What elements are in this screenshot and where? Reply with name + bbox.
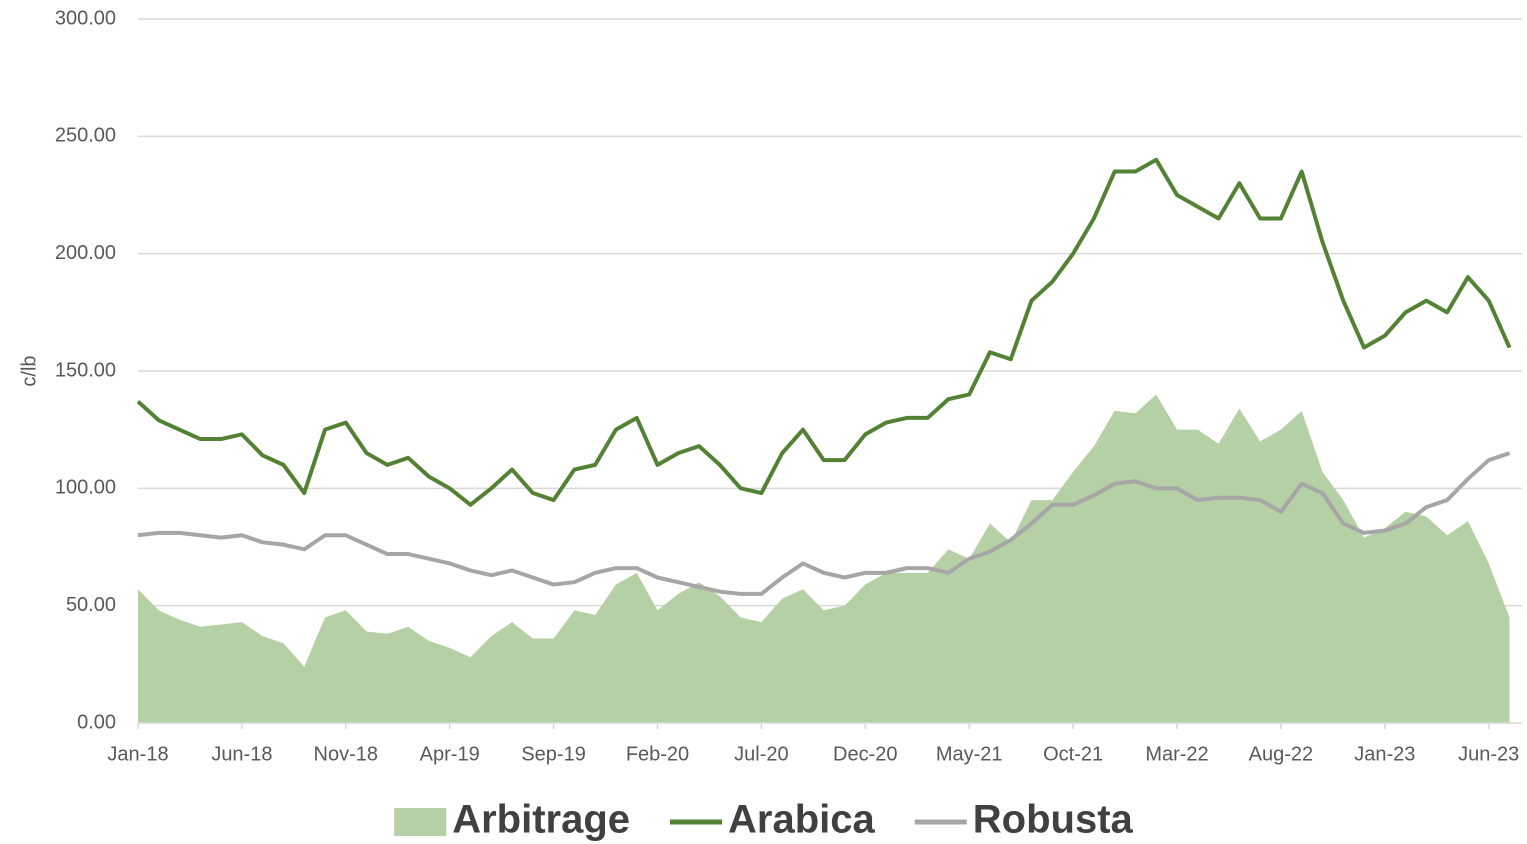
legend-label: Robusta [973, 798, 1134, 842]
x-tick-label: Jun-23 [1458, 743, 1519, 765]
y-tick-label: 300.00 [55, 7, 116, 29]
x-tick-label: Jun-18 [211, 743, 272, 765]
y-tick-label: 250.00 [55, 125, 116, 147]
area [138, 394, 1510, 723]
legend-label: Arabica [728, 798, 875, 842]
x-tick-label: Mar-22 [1145, 743, 1208, 765]
y-tick-label: 0.00 [77, 711, 116, 733]
line [136, 157, 1512, 507]
x-tick-label: Dec-20 [833, 743, 897, 765]
legend-label: Arbitrage [452, 798, 630, 842]
x-tick-label: Jan-18 [107, 743, 168, 765]
y-tick-label: 150.00 [55, 359, 116, 381]
x-tick-label: Sep-19 [521, 743, 586, 765]
x-tick-label: Feb-20 [626, 743, 689, 765]
x-tick-label: Jul-20 [734, 743, 788, 765]
legend-swatch [394, 808, 447, 836]
y-axis-label: c/lb [18, 355, 40, 386]
x-tick-label: Oct-21 [1043, 743, 1103, 765]
x-tick-label: May-21 [936, 743, 1003, 765]
y-tick-label: 50.00 [66, 594, 116, 616]
x-tick-label: Jan-23 [1354, 743, 1415, 765]
x-tick-label: Aug-22 [1249, 743, 1314, 765]
y-tick-label: 100.00 [55, 477, 116, 499]
x-tick-label: Nov-18 [314, 743, 378, 765]
y-tick-label: 200.00 [55, 242, 116, 264]
line [137, 451, 1511, 596]
x-tick-label: Apr-19 [420, 743, 480, 765]
